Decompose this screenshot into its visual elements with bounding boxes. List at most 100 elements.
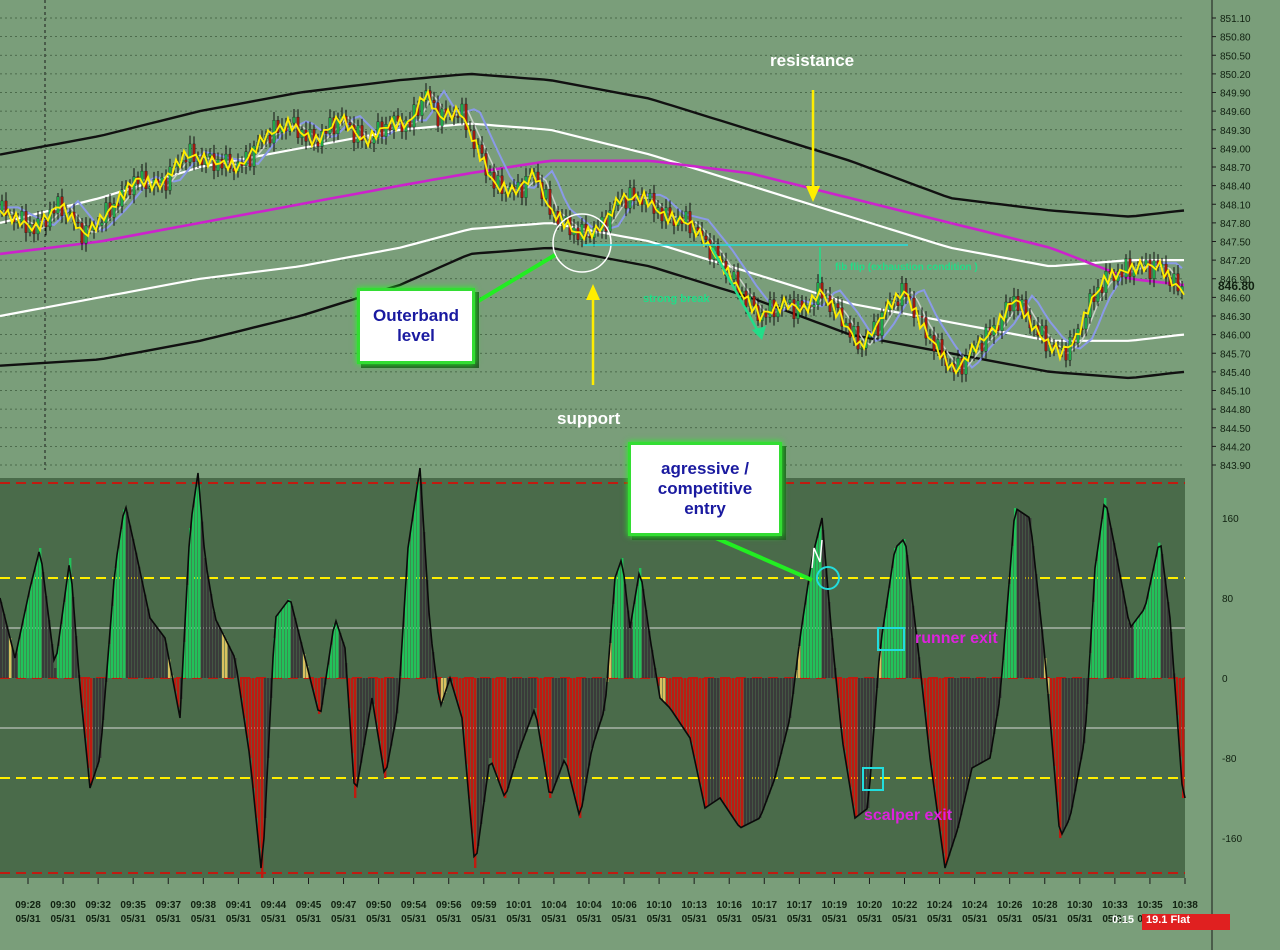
osc-bar <box>129 525 132 678</box>
osc-bar <box>825 566 828 678</box>
osc-bar <box>576 678 579 806</box>
osc-bar <box>1149 584 1152 678</box>
candle-body <box>1100 287 1104 293</box>
osc-bar <box>81 678 84 708</box>
osc-bar <box>174 678 177 692</box>
osc-bar <box>1071 678 1074 808</box>
osc-bar <box>192 507 195 678</box>
osc-bar <box>981 678 984 763</box>
osc-bar <box>990 678 993 752</box>
time-tick-label: 10:06 <box>611 900 637 911</box>
osc-bar <box>690 678 693 743</box>
osc-bar <box>597 678 600 730</box>
osc-bar <box>810 564 813 678</box>
osc-bar <box>741 678 744 827</box>
support-label: support <box>557 409 621 428</box>
osc-bar <box>444 678 447 693</box>
entry-pointer <box>701 530 813 582</box>
osc-bar <box>231 652 234 678</box>
osc-bar <box>960 678 963 816</box>
inner-band-upper <box>0 122 1184 268</box>
osc-bar <box>48 620 51 678</box>
candle-body <box>856 326 860 350</box>
candle-body <box>764 312 768 318</box>
osc-bar <box>501 678 504 790</box>
osc-histogram <box>0 481 1185 878</box>
candle-body <box>980 342 984 352</box>
osc-bar <box>561 678 564 766</box>
osc-bar <box>300 642 303 678</box>
time-tick-label: 09:45 <box>296 900 322 911</box>
candle-body <box>68 211 72 214</box>
osc-bar <box>1101 519 1104 678</box>
osc-bar <box>1161 554 1164 678</box>
osc-bar <box>288 599 291 678</box>
date-tick-label: 05/31 <box>647 914 672 925</box>
osc-bar <box>744 678 747 826</box>
price-tick-label: 845.10 <box>1220 387 1251 398</box>
resistance-label: resistance <box>770 51 854 70</box>
osc-bar <box>525 678 528 732</box>
osc-bar <box>846 678 849 769</box>
osc-bar <box>321 678 324 705</box>
osc-bar <box>702 678 705 799</box>
outer-band-upper <box>0 72 1185 218</box>
time-tick-label: 10:26 <box>997 900 1023 911</box>
candle-body <box>956 358 960 373</box>
osc-bar <box>564 678 567 758</box>
osc-bar <box>567 678 570 770</box>
osc-bar <box>663 678 666 702</box>
time-tick-label: 10:38 <box>1172 900 1198 911</box>
price-tick-label: 848.10 <box>1220 200 1251 211</box>
osc-bar <box>6 626 9 678</box>
osc-bar <box>768 678 771 794</box>
osc-bar <box>216 622 219 678</box>
candle-body <box>488 172 492 176</box>
candle-body <box>1008 301 1012 312</box>
entry-circle <box>816 566 840 590</box>
osc-bar <box>291 606 294 678</box>
osc-bar <box>975 678 978 766</box>
candle-body <box>100 222 104 226</box>
osc-tick-label: -160 <box>1222 834 1242 845</box>
osc-bar <box>516 678 519 758</box>
candle-body <box>648 193 652 200</box>
osc-bar <box>831 638 834 678</box>
osc-bar <box>84 678 87 738</box>
osc-bar <box>993 678 996 734</box>
candle-body <box>660 207 664 222</box>
osc-bar <box>864 678 867 811</box>
osc-bar <box>1164 578 1167 678</box>
osc-bar <box>258 678 261 848</box>
osc-bar <box>159 631 162 678</box>
candle-body <box>136 176 140 185</box>
osc-bar <box>912 605 915 678</box>
osc-bar <box>603 678 606 712</box>
osc-bar <box>351 678 354 753</box>
candle-body <box>684 211 688 224</box>
osc-bar <box>9 638 12 678</box>
osc-bar <box>798 646 801 678</box>
candle-body <box>76 221 80 224</box>
osc-bar <box>651 650 654 678</box>
osc-bar <box>0 602 3 678</box>
osc-bar <box>1095 561 1098 678</box>
runner-exit-box <box>877 627 905 651</box>
osc-bar <box>1068 678 1071 820</box>
osc-bar <box>879 648 882 678</box>
osc-bar <box>234 658 237 678</box>
osc-bar <box>318 678 321 714</box>
time-tick-label: 09:37 <box>155 900 181 911</box>
osc-bar <box>255 678 258 818</box>
osc-bar <box>36 560 39 678</box>
osc-bar <box>852 678 855 806</box>
osc-bar <box>615 575 618 678</box>
osc-bar <box>57 646 60 678</box>
candle-body <box>904 283 908 297</box>
osc-bar <box>111 606 114 678</box>
time-tick-label: 10:24 <box>962 900 988 911</box>
osc-bar <box>27 597 30 678</box>
osc-tick-label: -80 <box>1222 754 1237 765</box>
